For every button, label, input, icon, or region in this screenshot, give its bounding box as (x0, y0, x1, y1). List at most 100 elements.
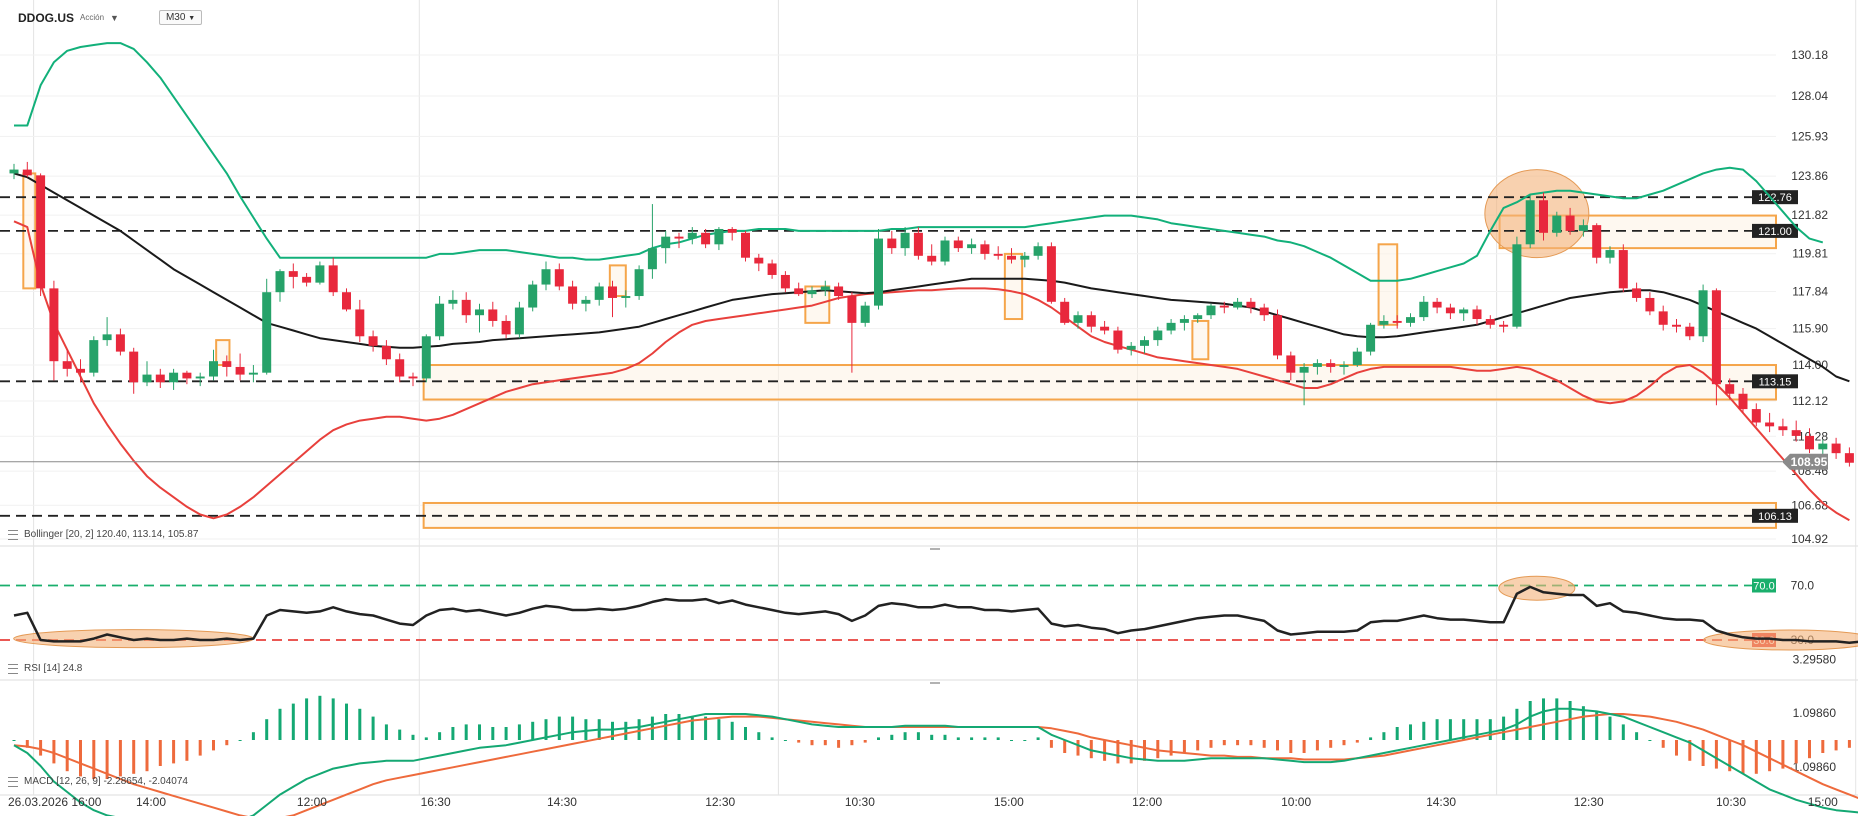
candle-body (767, 263, 777, 275)
macd-histogram-bar (1209, 740, 1213, 748)
rsi-highlight-ellipse (1498, 575, 1576, 601)
macd-histogram-bar (345, 703, 348, 740)
candle-body (794, 288, 804, 295)
x-axis-tick-label: 14:30 (547, 795, 577, 809)
rsi-legend[interactable]: RSI [14] 24.8 (8, 663, 82, 674)
candle (129, 347, 139, 394)
price-tick-label: 114.00 (1792, 358, 1828, 372)
macd-histogram-bar (1010, 740, 1013, 741)
candle (1007, 248, 1016, 264)
candle-body (275, 271, 285, 293)
candle-body (1326, 363, 1336, 367)
candle-body (381, 345, 391, 360)
x-axis-tick-label: 14:30 (1426, 795, 1456, 809)
candle (1379, 315, 1389, 329)
symbol-label[interactable]: DDOG.US (18, 10, 75, 25)
candle-body (1432, 301, 1442, 308)
candle-body (1366, 324, 1376, 352)
candle (1179, 315, 1189, 331)
candle (1206, 303, 1216, 320)
macd-histogram-bar (1276, 740, 1279, 751)
macd-histogram-bar (1329, 740, 1333, 748)
macd-histogram-bar (384, 724, 388, 740)
macd-histogram-bar (757, 732, 761, 740)
candle (1259, 303, 1269, 321)
price-level-label: 122.76 (1758, 192, 1792, 204)
candle (9, 163, 19, 180)
candle (275, 269, 285, 302)
macd-histogram-bar (504, 727, 508, 740)
price-tick-label: 112.12 (1792, 394, 1828, 408)
macd-histogram-bar (1315, 740, 1319, 751)
candle-body (1339, 365, 1349, 367)
macd-histogram-bar (1249, 740, 1253, 746)
candle-body (701, 232, 711, 245)
bollinger-lower-line (13, 220, 1850, 522)
bollinger-middle-line (13, 172, 1850, 383)
macd-histogram-bar (92, 740, 96, 779)
timeframe-selector[interactable]: M30 ▼ (158, 10, 203, 25)
candle-body (1086, 315, 1096, 327)
macd-histogram-bar (1342, 740, 1346, 746)
macd-histogram-bar (1661, 740, 1665, 748)
bollinger-legend[interactable]: Bollinger [20, 2] 120.40, 113.14, 105.87 (8, 529, 198, 540)
candle-body (1618, 250, 1628, 289)
candle-body (1645, 297, 1655, 312)
candle (355, 299, 365, 343)
candle-body (1007, 255, 1016, 260)
macd-histogram-bar (1369, 737, 1373, 740)
candle-body (209, 361, 218, 377)
macd-histogram-bar (1116, 740, 1120, 764)
price-level-badge (1752, 374, 1798, 389)
candle-body (993, 253, 1003, 256)
candle-body (1153, 330, 1163, 341)
indicator-menu-icon[interactable] (8, 663, 18, 674)
price-tick-label: 106.68 (1791, 498, 1828, 512)
symbol-dropdown-icon[interactable]: ▼ (110, 12, 119, 23)
candle (262, 278, 272, 375)
candle (209, 349, 218, 381)
candle (1565, 207, 1575, 235)
macd-histogram-bar (690, 716, 694, 740)
price-tick-label: 115.90 (1792, 322, 1828, 336)
indicator-menu-icon[interactable] (8, 776, 18, 787)
candle (1339, 361, 1349, 375)
candle (701, 228, 711, 249)
candle (807, 286, 817, 298)
candle-body (89, 340, 99, 373)
candle-body (395, 359, 405, 377)
chevron-down-icon: ▼ (188, 15, 196, 22)
macd-legend[interactable]: MACD [12, 26, 9] -2.28654, -2.04074 (8, 776, 188, 787)
candle-body (687, 232, 697, 239)
x-axis-tick-label: 12:00 (297, 795, 327, 809)
candle (1658, 305, 1668, 331)
candle (741, 230, 750, 262)
macd-histogram-bar (850, 740, 854, 746)
macd-histogram-bar (1395, 727, 1399, 740)
macd-histogram-bar (1555, 698, 1559, 740)
price-level-label: 121.00 (1758, 226, 1792, 238)
candle-body (102, 334, 112, 341)
macd-histogram-bar (1581, 706, 1585, 740)
macd-histogram-bar (278, 708, 282, 740)
candle (608, 280, 617, 318)
macd-histogram-bar (1382, 732, 1386, 740)
candle (1672, 319, 1681, 333)
candle-body (302, 276, 312, 283)
candle (1578, 219, 1588, 237)
candle-body (262, 292, 272, 373)
candle-body (1140, 340, 1149, 346)
candle (687, 227, 697, 245)
rsi-level-label: 70.0 (1753, 581, 1774, 593)
indicator-menu-icon[interactable] (8, 529, 18, 540)
candle (1419, 296, 1429, 321)
candle-body (155, 374, 165, 383)
candle-body (1392, 320, 1402, 323)
candle-body (1020, 255, 1030, 260)
candle (1685, 322, 1695, 341)
candle-body (1100, 326, 1110, 331)
macd-histogram-bar (331, 698, 335, 740)
macd-histogram-bar (1621, 724, 1625, 740)
macd-histogram-bar (611, 721, 614, 740)
